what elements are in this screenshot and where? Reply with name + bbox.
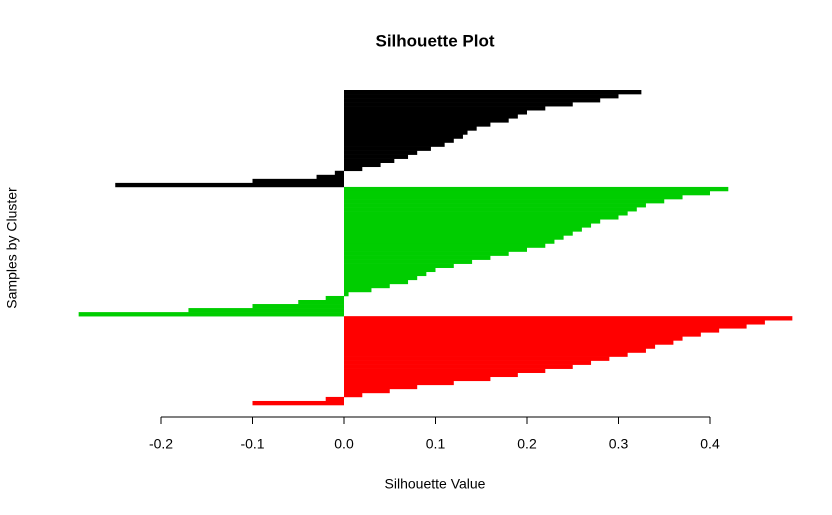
x-tick-label: 0.2 (517, 436, 537, 452)
bar (344, 344, 656, 349)
bar (344, 118, 509, 123)
bar (344, 186, 729, 192)
x-axis-label: Silhouette Value (385, 476, 486, 492)
bar (344, 360, 592, 365)
bar (115, 182, 344, 188)
bar (344, 227, 582, 232)
bar (78, 312, 345, 317)
bar (344, 150, 418, 155)
bar (344, 283, 390, 289)
bar (344, 247, 527, 252)
bar (344, 231, 573, 236)
bar (252, 400, 344, 406)
bar (344, 352, 628, 357)
bar (188, 308, 344, 313)
bar (344, 223, 592, 228)
bar (344, 364, 573, 369)
bar (344, 332, 701, 337)
bar (344, 90, 642, 95)
bar (344, 130, 468, 135)
bar (344, 384, 418, 390)
bar (344, 126, 477, 131)
bar (325, 396, 344, 402)
bar (344, 239, 555, 244)
bar (344, 316, 793, 321)
bar (344, 287, 372, 293)
bar (252, 178, 344, 184)
bar (344, 215, 619, 220)
x-tick-label: 0.3 (609, 436, 629, 452)
bar (344, 154, 409, 159)
bar (344, 146, 431, 151)
bar (344, 207, 637, 212)
bar (344, 195, 683, 200)
x-tick-label: 0.0 (334, 436, 354, 452)
bar (344, 376, 491, 382)
bar (344, 271, 427, 277)
bar (298, 300, 344, 305)
bar (344, 110, 527, 115)
bar (344, 372, 518, 378)
bar (316, 174, 344, 180)
bar (344, 275, 418, 281)
bar (344, 122, 491, 127)
bar (344, 94, 619, 99)
bar (252, 304, 344, 309)
x-tick-label: 0.1 (426, 436, 446, 452)
bar (344, 203, 646, 208)
bar (344, 142, 445, 147)
y-axis-label: Samples by Cluster (4, 187, 20, 309)
bar (344, 328, 720, 333)
bar (344, 114, 518, 119)
bar (344, 211, 628, 216)
bar (344, 102, 573, 107)
chart-title: Silhouette Plot (376, 31, 495, 50)
bar (344, 98, 601, 103)
x-tick-label: -0.1 (240, 436, 264, 452)
bar (344, 138, 454, 143)
x-tick-label: 0.4 (700, 436, 720, 452)
bar (344, 235, 564, 240)
bar (344, 356, 610, 361)
bar (344, 162, 381, 168)
bar (344, 380, 454, 386)
bar (344, 158, 395, 163)
bar (344, 368, 546, 373)
x-tick-label: -0.2 (149, 436, 173, 452)
bar (344, 336, 683, 341)
bar (344, 243, 546, 248)
bar (344, 259, 473, 264)
bar (344, 279, 409, 285)
bar (344, 255, 491, 260)
bar (344, 166, 363, 172)
bar (344, 340, 674, 345)
bar (344, 134, 463, 139)
bar (344, 263, 454, 268)
bar (344, 388, 390, 394)
bar (344, 392, 363, 398)
bar (344, 199, 665, 204)
bar (344, 190, 710, 196)
bar (344, 320, 765, 325)
bar (344, 324, 747, 329)
bar (344, 106, 546, 111)
bar (344, 267, 436, 273)
bar (334, 170, 344, 176)
bar (344, 348, 646, 353)
bar (344, 291, 349, 297)
bar (344, 251, 509, 256)
bar (325, 295, 344, 301)
bar (344, 219, 601, 224)
